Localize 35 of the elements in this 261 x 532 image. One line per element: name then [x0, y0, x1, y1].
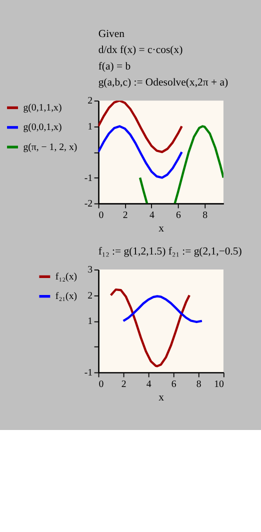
- text: d/dx f(x) = c·cos(x): [98, 44, 184, 56]
- line-series: [110, 288, 191, 368]
- x-axis-title: x: [158, 391, 165, 404]
- x-axis-title: x: [158, 222, 165, 235]
- line-series: [98, 125, 183, 179]
- y-tick-label: -2: [84, 198, 93, 210]
- text: f₁₂ := g(1,2,1.5) f₂₁ := g(2,1,−0.5): [98, 245, 242, 258]
- x-tick-label: 0: [98, 379, 104, 390]
- text: f(a) = b: [98, 60, 131, 72]
- legend-label: g(0,0,1,x): [23, 122, 62, 134]
- x-tick-label: 2: [122, 210, 128, 222]
- y-tick-label: -1: [84, 367, 93, 378]
- y-tick-label: 1: [88, 121, 93, 132]
- x-tick-label: 4: [146, 379, 152, 390]
- x-tick-label: 8: [202, 210, 208, 222]
- y-tick-label: -1: [84, 172, 93, 184]
- text: Given: [98, 28, 126, 40]
- legend-label: f₁₂(x): [55, 271, 78, 282]
- x-tick-label: 2: [121, 379, 126, 390]
- x-tick-label: 6: [171, 379, 176, 390]
- y-tick-label: 2: [88, 96, 93, 107]
- legend-label: g(0,1,1,x): [23, 102, 62, 114]
- y-tick-label: 3: [88, 264, 93, 276]
- x-tick-label: 8: [196, 379, 202, 390]
- x-tick-label: 0: [98, 210, 104, 222]
- line-series: [122, 295, 204, 324]
- legend-label: f₂₁(x): [55, 291, 78, 302]
- x-tick-label: 10: [214, 379, 224, 390]
- text: g(a,b,c) := Odesolve(x,2π + a): [98, 76, 228, 88]
- y-tick-label: 1: [88, 316, 93, 328]
- x-tick-label: 6: [176, 210, 182, 222]
- line-series: [98, 100, 183, 154]
- y-tick-label: 2: [88, 290, 93, 302]
- legend-label: g(π, − 1, 2, x): [23, 142, 78, 153]
- x-tick-label: 4: [149, 210, 154, 222]
